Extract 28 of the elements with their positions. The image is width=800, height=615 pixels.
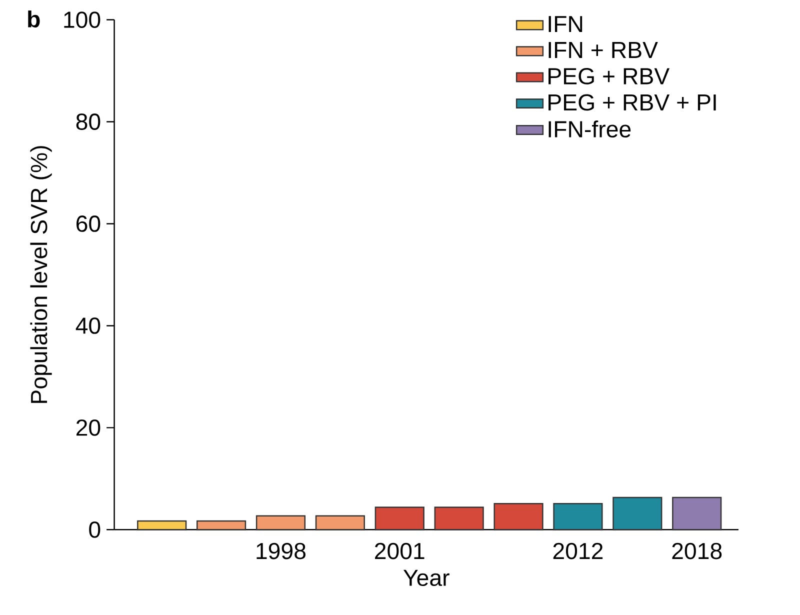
bar [315, 515, 365, 530]
legend-label: IFN + RBV [548, 42, 658, 58]
x-axis-title: Year [403, 570, 450, 586]
bar [553, 502, 603, 530]
x-tick-label: 2018 [672, 542, 722, 560]
bar [256, 515, 306, 530]
y-tick-label: 20 [76, 419, 100, 436]
bar [672, 496, 722, 530]
bar [434, 506, 484, 530]
bar [196, 520, 246, 530]
bar [494, 502, 544, 530]
bar [374, 506, 424, 530]
y-axis-title: Population level SVR (%) [30, 146, 52, 403]
text: b [28, 10, 40, 28]
x-tick-label: 2012 [553, 542, 603, 560]
y-tick-label: 40 [76, 317, 100, 334]
legend-label: IFN [548, 16, 582, 32]
x-tick-label: 2001 [375, 542, 424, 560]
x-tick-label: 1998 [256, 542, 306, 560]
legend-label: PEG + RBV [548, 68, 670, 84]
y-tick-label: 60 [76, 215, 100, 232]
legend-label: PEG + RBV + PI [548, 94, 716, 110]
y-tick-label: 80 [76, 113, 100, 130]
y-tick-label: 0 [89, 521, 100, 538]
bar [137, 520, 187, 530]
y-tick-label: 100 [64, 11, 100, 28]
legend-label: IFN-free [548, 120, 631, 138]
bar [612, 496, 662, 530]
